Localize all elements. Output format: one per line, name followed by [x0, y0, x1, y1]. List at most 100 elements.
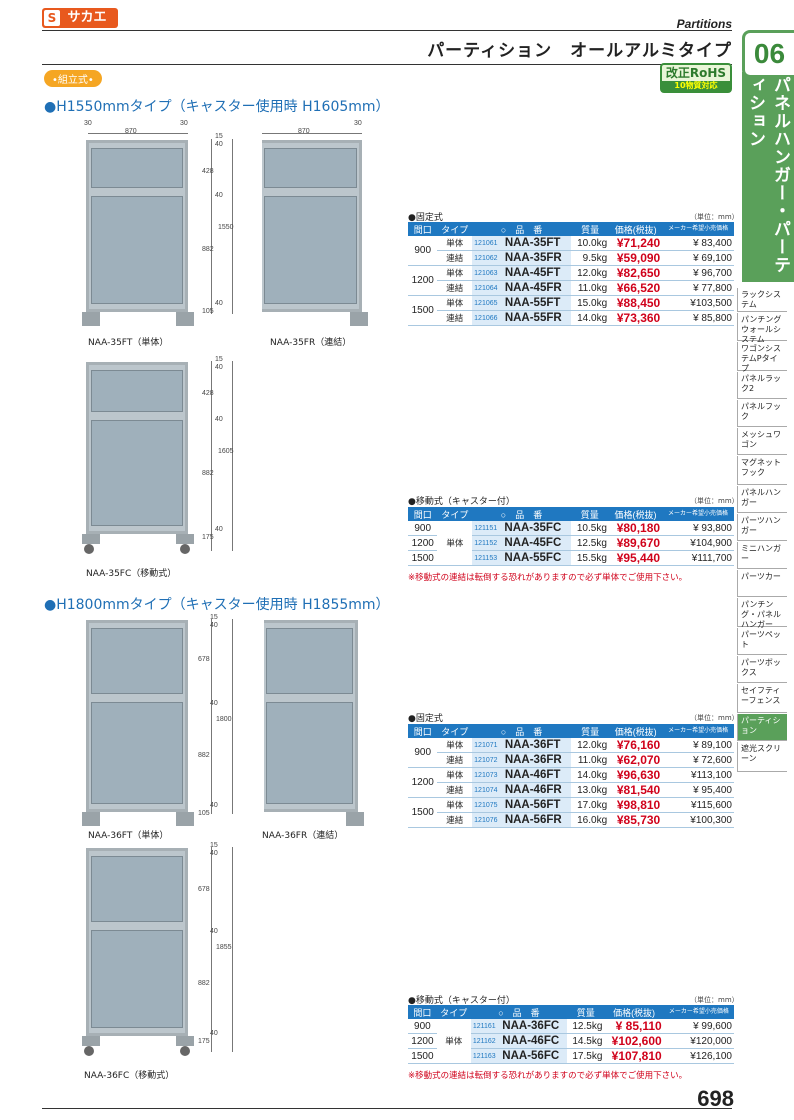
- th-list: メーカー希望小売価格: [662, 724, 734, 738]
- note-mobile-36: ※移動式の連結は転倒する恐れがありますので必ず単体でご使用下さい。: [408, 1071, 688, 1081]
- side-nav-item[interactable]: パネルハンガー: [737, 486, 787, 513]
- table-cell: ¥ 93,800: [662, 521, 734, 536]
- side-nav-item[interactable]: 遮光スクリーン: [737, 742, 787, 772]
- table-cell: 121073: [472, 767, 503, 783]
- dim-ft-lower: 882: [202, 246, 214, 253]
- side-nav-item[interactable]: メッシュワゴン: [737, 428, 787, 455]
- dim-fc-upper: 428: [202, 390, 214, 397]
- table-cell: 単体: [436, 1019, 471, 1064]
- category-english: Partitions: [676, 17, 732, 31]
- table-cell: NAA-46FT: [502, 767, 572, 783]
- upper-panel: [264, 148, 357, 188]
- side-nav-item[interactable]: パネルフック: [737, 400, 787, 427]
- table-cell: NAA-36FT: [502, 738, 572, 753]
- table-cell: NAA-55FR: [502, 310, 572, 326]
- table-cell: ¥ 89,100: [662, 738, 734, 753]
- side-nav-item[interactable]: パーツハンガー: [737, 514, 787, 541]
- lower-panel: [91, 420, 183, 526]
- side-nav-item[interactable]: パーツペット: [737, 628, 787, 655]
- table-cell: ¥ 72,600: [662, 752, 734, 768]
- table-row: 900 単体 121161 NAA-36FC 12.5kg ¥ 85,110 ¥ 99,60…: [408, 1019, 734, 1064]
- dim-36fc-mid: 40: [210, 928, 218, 935]
- footer-rule: [42, 1108, 732, 1109]
- dim-36ft-top2: 40: [210, 622, 218, 629]
- table-cell: 連結: [437, 812, 473, 828]
- note-mobile-35: ※移動式の連結は転倒する恐れがありますので必ず単体でご使用下さい。: [408, 573, 688, 583]
- dim-vline-total: [232, 619, 233, 814]
- side-nav-item[interactable]: パーツカー: [737, 570, 787, 597]
- dim-36fc-bottom: 40: [210, 1030, 218, 1037]
- lower-panel: [266, 702, 353, 804]
- table-cell: 13.0kg: [571, 782, 610, 798]
- table-cell: ¥98,810: [609, 797, 663, 813]
- unit-label: （単位：mm）: [690, 714, 739, 722]
- table-row: 1500 121153 NAA-55FC 15.5kg ¥95,440 ¥111,700: [408, 550, 734, 566]
- table-cell: NAA-35FC: [502, 521, 571, 536]
- table-cell: NAA-45FR: [502, 280, 572, 296]
- table-cell: 10.0kg: [571, 236, 610, 251]
- table-cell: ¥76,160: [609, 738, 663, 753]
- table-cell: NAA-46FC: [500, 1033, 568, 1049]
- th-model: ○ 品 番: [472, 222, 572, 236]
- table-row: 連結 121066 NAA-55FR 14.0kg ¥73,360 ¥ 85,800: [408, 310, 734, 326]
- dim-36fc-upper: 678: [198, 886, 210, 893]
- caption-naa-36fr: NAA-36FR（連結）: [262, 831, 344, 841]
- side-nav-item[interactable]: セイフティーフェンス: [737, 684, 787, 713]
- side-nav-item[interactable]: ミニハンガー: [737, 542, 787, 569]
- dim-36ft-mid: 40: [210, 700, 218, 707]
- unit-label: （単位：mm）: [690, 996, 739, 1004]
- table-mobile-35: 間口 タイプ ○ 品 番質量 価格(税抜) メーカー希望小売価格 900 単体 121151…: [408, 507, 734, 566]
- upper-panel: [91, 370, 183, 412]
- th-type: タイプ: [437, 222, 473, 236]
- side-nav-item[interactable]: マグネットフック: [737, 456, 787, 485]
- table-cell: ¥89,670: [608, 535, 663, 551]
- caption-naa-36fc: NAA-36FC（移動式）: [84, 1071, 175, 1081]
- caster-icon: [180, 544, 190, 554]
- table-label-mobile-35: ●移動式（キャスター付）: [408, 497, 515, 507]
- foot-left: [82, 812, 100, 826]
- table-cell: ¥103,500: [662, 295, 734, 311]
- table-cell: 単体: [437, 521, 473, 566]
- dim-36fc-lower: 882: [198, 980, 210, 987]
- table-cell: NAA-56FR: [502, 812, 572, 828]
- foot-right: [176, 1036, 194, 1046]
- table-cell: 1500: [408, 1048, 437, 1064]
- side-nav-item[interactable]: ワゴンシステムPタイプ: [737, 342, 787, 373]
- table-cell: 15.0kg: [571, 295, 610, 311]
- side-nav-item[interactable]: パネルラック2: [737, 372, 787, 399]
- dim-ft-top2: 40: [215, 141, 223, 148]
- th-type: タイプ: [437, 507, 473, 521]
- table-cell: ¥115,600: [662, 797, 734, 813]
- dim-fr-width: 870: [298, 128, 310, 135]
- side-nav-item[interactable]: パンチング・パネルハンガー: [737, 598, 787, 629]
- table-cell: ¥ 83,400: [662, 236, 734, 251]
- table-cell: 900: [408, 738, 438, 768]
- table-cell: 121162: [470, 1033, 501, 1049]
- table-row: 1500 121163 NAA-56FC 17.5kg ¥107,810 ¥126,100: [408, 1048, 734, 1064]
- side-nav-item[interactable]: パンチングウォールシステム: [737, 313, 787, 344]
- table-cell: ¥80,180: [608, 521, 663, 536]
- section-heading-h1800: ●H1800mmタイプ（キャスター使用時 H1855mm）: [44, 597, 390, 613]
- table-cell: 121075: [472, 797, 503, 813]
- table-cell: NAA-56FC: [500, 1048, 568, 1064]
- dim-ft-wright: 30: [180, 120, 188, 127]
- th-price: 価格(税抜): [608, 507, 663, 521]
- caption-naa-35fr: NAA-35FR（連結）: [270, 338, 352, 348]
- chapter-number: 06: [742, 30, 794, 78]
- table-row: 900 単体 121071 NAA-36FT 12.0kg ¥76,160 ¥ 89,100: [408, 738, 734, 768]
- table-cell: ¥82,650: [609, 265, 663, 281]
- table-cell: 121064: [472, 280, 503, 296]
- table-cell: 連結: [437, 782, 473, 798]
- side-nav-item[interactable]: パーティション: [737, 714, 787, 741]
- table-row: 連結 121062 NAA-35FR 9.5kg ¥59,090 ¥ 69,100: [408, 250, 734, 266]
- table-cell: 121076: [472, 812, 503, 828]
- table-row: 900 単体 121151 NAA-35FC 10.5kg ¥80,180 ¥ 93,800: [408, 521, 734, 566]
- table-cell: 15.5kg: [570, 550, 609, 566]
- table-cell: 連結: [437, 752, 473, 768]
- side-nav-item[interactable]: ラックシステム: [737, 288, 787, 312]
- side-nav-item[interactable]: パーツボックス: [737, 656, 787, 683]
- dim-fc-bottom: 40: [215, 526, 223, 533]
- dim-fc-top2: 40: [215, 364, 223, 371]
- lower-panel: [91, 930, 183, 1028]
- lower-panel: [91, 702, 183, 804]
